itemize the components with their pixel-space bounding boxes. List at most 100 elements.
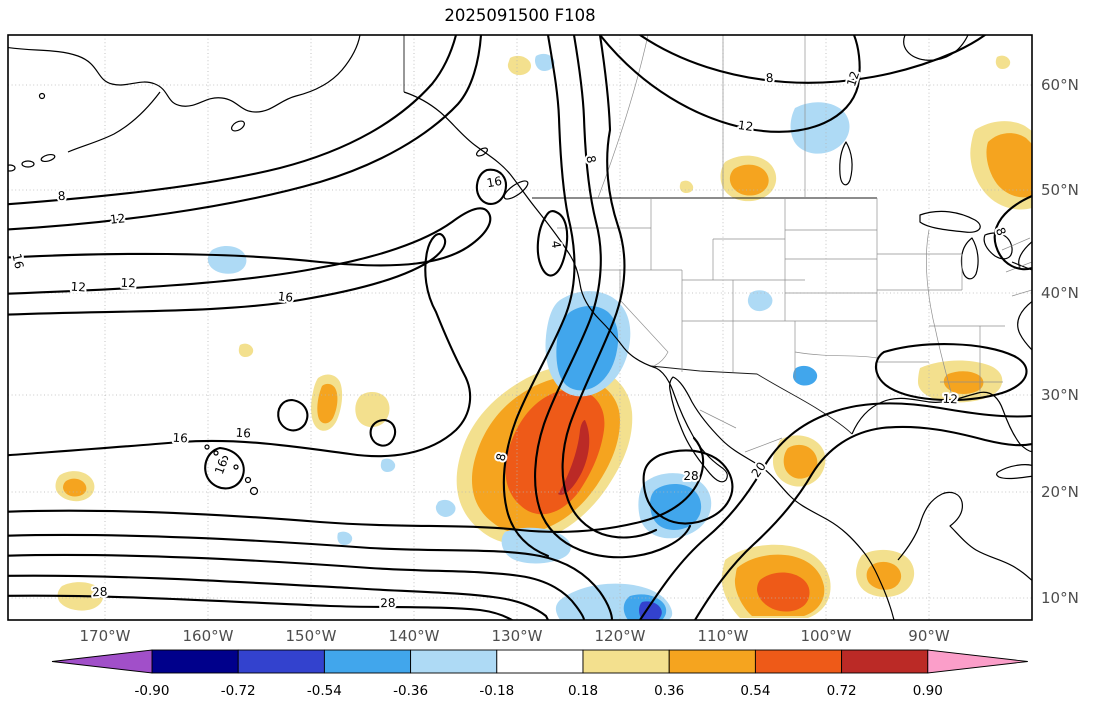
lake-winnipeg — [839, 141, 853, 186]
lake-superior — [919, 210, 981, 233]
anomaly-patch — [505, 389, 605, 515]
contour-line — [8, 533, 614, 620]
contour-label: 12 — [737, 118, 754, 134]
colorbar-tick-label: -0.54 — [307, 683, 342, 699]
hawaii-island — [233, 464, 239, 470]
anomaly-patch — [317, 383, 338, 424]
coastlines — [8, 35, 1032, 620]
lon-tick-label: 110°W — [698, 627, 749, 645]
colorbar-extend-left — [51, 649, 153, 674]
contour-label: 16 — [172, 431, 188, 446]
anomaly-patch — [639, 601, 662, 620]
contour-line — [8, 553, 586, 620]
contour-line — [993, 194, 1032, 271]
anomaly-patch — [355, 392, 390, 428]
anomaly-patch — [238, 343, 254, 357]
contour-line — [536, 210, 569, 277]
haida-gwaii — [475, 147, 489, 157]
contour-label: 12 — [120, 276, 136, 291]
contour-label: 16 — [486, 174, 503, 190]
anomaly-patch — [729, 164, 769, 196]
us-mexico-border — [650, 365, 853, 435]
lat-tick-label: 50°N — [1041, 181, 1079, 199]
anomaly-patch — [783, 444, 818, 479]
contour-line — [277, 398, 309, 432]
contour-label: 8 — [765, 71, 774, 85]
contour-line — [369, 418, 397, 447]
hawaii-island — [204, 444, 210, 450]
contour-line — [638, 35, 987, 84]
lon-tick-label: 150°W — [286, 627, 337, 645]
contour-label: 16 — [235, 425, 251, 440]
lake-huron — [983, 232, 1013, 260]
lon-tick-label: 170°W — [80, 627, 131, 645]
contour-label: 16 — [277, 289, 294, 305]
aleutian-island — [8, 164, 16, 172]
coastline-alaska — [8, 35, 361, 113]
contour-label: 8 — [57, 189, 66, 203]
anomaly-patch — [507, 55, 531, 76]
aleutian-island — [21, 160, 35, 168]
colorbar-tick-label: 0.18 — [568, 683, 598, 699]
contour-label: 8 — [993, 225, 1009, 237]
colorbar-tick-label: 0.72 — [827, 683, 857, 699]
colorbar-tick-label: -0.72 — [221, 683, 256, 699]
vancouver-island — [503, 180, 529, 200]
anomaly-patch — [679, 180, 694, 193]
anomaly-patch — [747, 290, 773, 312]
contour-label: 8 — [583, 154, 598, 164]
colorbar-tick-label: 0.90 — [913, 683, 943, 699]
anomaly-patch — [337, 531, 353, 545]
hawaii-island — [221, 455, 229, 463]
lon-tick-label: 100°W — [801, 627, 852, 645]
coastline-atlantic — [1017, 300, 1032, 351]
colorbar-segment — [496, 649, 584, 674]
colorbar-segment — [237, 649, 325, 674]
colorbar-extend-right — [927, 649, 1028, 674]
lon-tick-label: 90°W — [908, 627, 950, 645]
lake-michigan — [960, 237, 979, 280]
bering-island — [38, 92, 46, 100]
contour-line — [642, 449, 734, 525]
anomaly-patch — [207, 246, 247, 274]
anomaly-patch — [558, 420, 590, 495]
contour-line — [204, 446, 245, 490]
hawaii-island — [213, 450, 219, 456]
anomaly-fills — [55, 53, 1032, 620]
contour-line — [693, 425, 1032, 620]
contour-lines — [8, 35, 1032, 620]
anomaly-patch — [501, 527, 571, 564]
lon-tick-label: 160°W — [183, 627, 234, 645]
contour-line — [8, 232, 472, 458]
colorbar-segment — [410, 649, 498, 674]
coastline-yucatan — [897, 491, 1032, 582]
contour-line — [502, 35, 576, 558]
lat-tick-label: 60°N — [1041, 76, 1079, 94]
anomaly-patch — [866, 561, 902, 590]
lon-tick-labels: 170°W 160°W 150°W 140°W 130°W 120°W 110°W 100°W… — [80, 627, 950, 645]
lat-tick-label: 10°N — [1041, 589, 1079, 607]
contour-label: 12 — [70, 279, 86, 294]
contour-line — [475, 168, 507, 205]
hawaii-island — [249, 486, 259, 496]
contour-line — [561, 35, 658, 539]
anomaly-patch — [995, 55, 1011, 69]
lat-tick-label: 30°N — [1041, 386, 1079, 404]
colorbar-tick-label: -0.36 — [393, 683, 428, 699]
colorbar-tick-label: -0.18 — [479, 683, 514, 699]
contour-label: 4 — [548, 240, 563, 250]
hawaii-island — [244, 476, 252, 484]
colorbar-segment — [582, 649, 670, 674]
lon-tick-label: 130°W — [492, 627, 543, 645]
anomaly-patch — [757, 572, 810, 612]
contour-label: 12 — [942, 392, 958, 407]
contour-line — [8, 436, 705, 533]
lon-tick-label: 120°W — [595, 627, 646, 645]
colorbar: -0.90 -0.72 -0.54 -0.36 -0.18 0.18 0.36 0.54 0.7… — [51, 649, 1028, 699]
anomaly-patch — [986, 133, 1032, 198]
map-frame — [7, 34, 1033, 621]
contour-line — [638, 402, 1032, 620]
anomaly-patch — [534, 53, 555, 71]
colorbar-tick-label: 0.54 — [740, 683, 770, 699]
